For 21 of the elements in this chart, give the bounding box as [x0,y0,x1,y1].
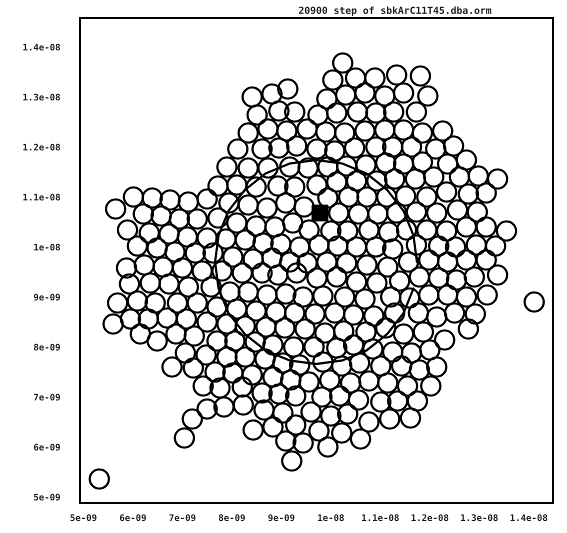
x-tick-label: 1.3e-08 [461,514,498,522]
y-tick-label: 9e-09 [34,294,60,301]
chart-title: 20900 step of sbkArC11T45.dba.orm [298,6,492,16]
x-tick-label: 1.2e-08 [412,514,448,522]
x-tick-label: 7e-09 [169,514,196,522]
y-tick-label: 6e-09 [34,444,60,451]
x-tick-label: 5e-09 [70,514,96,522]
y-tick-label: 1.4e-08 [23,44,60,51]
y-tick-label: 1.3e-08 [23,94,60,101]
x-tick-label: 1e-08 [318,514,344,522]
y-tick-label: 8e-09 [34,344,60,351]
x-tick-label: 1.4e-08 [510,514,548,522]
x-tick-label: 8e-09 [218,514,245,522]
x-tick-label: 9e-09 [268,514,294,522]
y-tick-label: 5e-09 [34,494,60,501]
x-tick-label: 1.1e-08 [362,514,399,522]
y-tick-label: 1e-08 [34,244,60,251]
y-tick-label: 7e-09 [34,394,60,401]
y-tick-label: 1.2e-08 [23,144,60,151]
x-tick-label: 6e-09 [120,514,146,522]
y-tick-label: 1.1e-08 [23,194,60,201]
